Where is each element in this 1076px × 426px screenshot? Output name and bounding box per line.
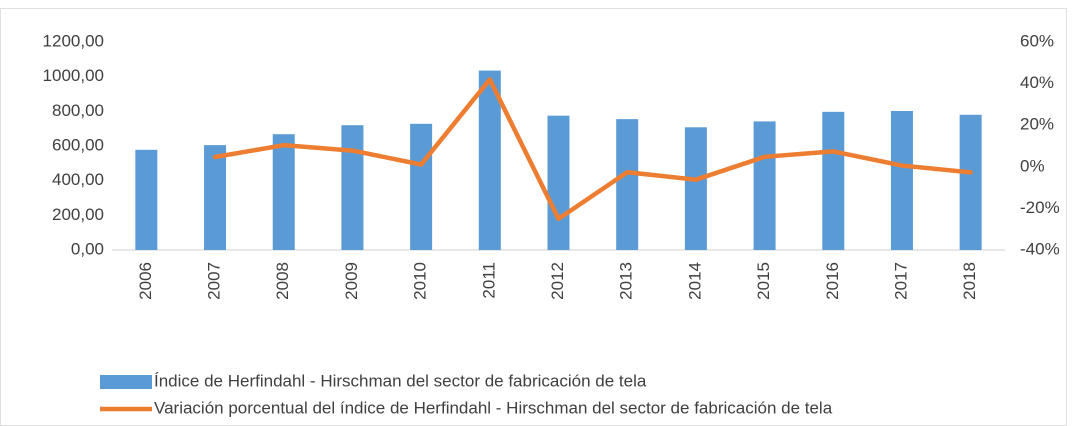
bar xyxy=(547,115,570,251)
x-tick-label: 2014 xyxy=(685,262,704,300)
y-tick-label: 1000,00 xyxy=(43,66,104,85)
y-tick-label: 0,00 xyxy=(71,239,104,258)
y-tick-label: 1200,00 xyxy=(43,31,104,50)
y2-tick-label: 40% xyxy=(1020,73,1054,92)
line xyxy=(212,77,973,222)
x-tick-label: 2015 xyxy=(754,262,773,300)
y-tick-label: 800,00 xyxy=(52,101,104,120)
y2-tick-label: 60% xyxy=(1020,31,1054,50)
legend-label: Variación porcentual del índice de Herfi… xyxy=(154,398,833,417)
x-tick-label: 2012 xyxy=(548,262,567,300)
bar xyxy=(410,123,433,250)
legend-swatch xyxy=(100,375,152,389)
x-tick-label: 2016 xyxy=(823,262,842,300)
y2-tick-label: -20% xyxy=(1020,198,1060,217)
x-tick-label: 2017 xyxy=(891,262,910,300)
legend-label: Índice de Herfindahl - Hirschman del sec… xyxy=(154,371,647,390)
x-tick-label: 2018 xyxy=(960,262,979,300)
x-tick-label: 2013 xyxy=(617,262,636,300)
bar xyxy=(204,145,227,250)
y2-tick-label: -40% xyxy=(1020,239,1060,258)
x-tick-label: 2011 xyxy=(479,262,498,299)
bar xyxy=(684,127,707,250)
y-tick-label: 600,00 xyxy=(52,135,104,154)
x-tick-label: 2010 xyxy=(411,262,430,300)
x-tick-label: 2007 xyxy=(205,262,224,300)
bar xyxy=(135,149,158,250)
bar xyxy=(478,70,501,250)
y-tick-label: 400,00 xyxy=(52,170,104,189)
bar xyxy=(959,114,982,250)
y-tick-label: 200,00 xyxy=(52,205,104,224)
bar xyxy=(341,125,364,250)
bar xyxy=(616,119,639,250)
y2-tick-label: 0% xyxy=(1020,156,1045,175)
bar xyxy=(822,111,845,250)
y2-tick-label: 20% xyxy=(1020,115,1054,134)
bar xyxy=(272,134,295,250)
x-tick-label: 2009 xyxy=(342,262,361,300)
x-tick-label: 2008 xyxy=(273,262,292,300)
bar xyxy=(890,110,913,250)
bar xyxy=(753,121,776,251)
x-tick-label: 2006 xyxy=(136,262,155,300)
